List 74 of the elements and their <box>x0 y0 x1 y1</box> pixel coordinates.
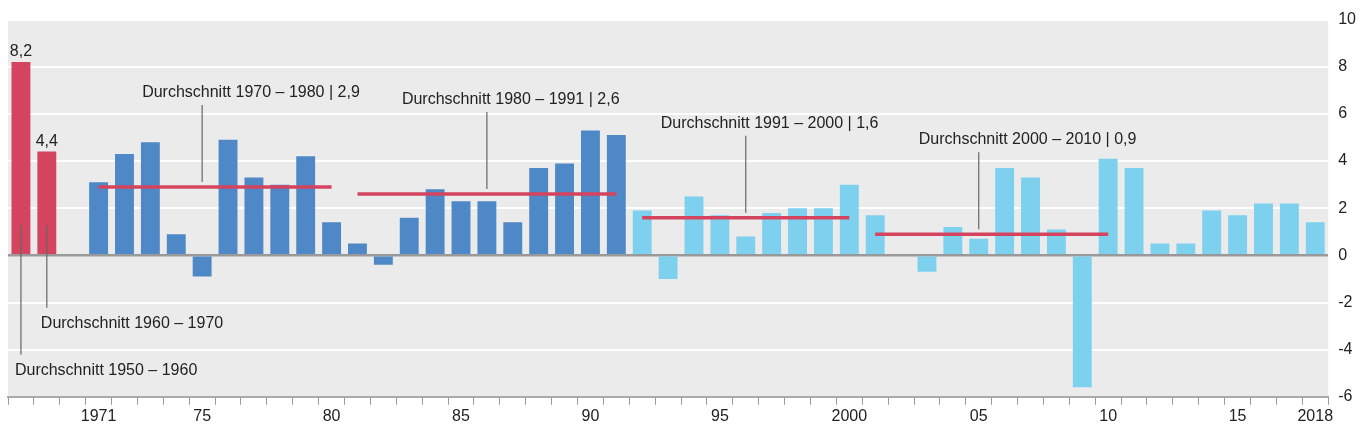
bar <box>399 217 419 255</box>
bar <box>1124 168 1144 255</box>
bar <box>762 212 782 255</box>
bar <box>865 215 885 255</box>
bar <box>917 256 937 272</box>
bar <box>115 153 134 255</box>
bar <box>425 189 445 255</box>
bar <box>632 210 652 255</box>
bar <box>166 234 186 255</box>
bar <box>658 256 678 279</box>
bar <box>1098 158 1118 255</box>
bar <box>322 222 342 255</box>
x-tick-label: 10 <box>1099 406 1118 424</box>
bar <box>348 243 367 255</box>
x-tick-label: 95 <box>710 406 729 424</box>
bar <box>1305 222 1325 255</box>
bar <box>477 201 497 255</box>
bar <box>503 222 523 255</box>
x-tick-label: 80 <box>322 406 341 424</box>
y-tick-label: 8 <box>1338 57 1348 75</box>
y-tick-label: 6 <box>1338 104 1348 122</box>
x-tick-label: 2000 <box>831 406 868 424</box>
bar <box>1072 256 1092 388</box>
bar <box>580 130 600 255</box>
bar <box>244 177 264 255</box>
annotation: Durchschnitt 1991 – 2000 | 1,6 <box>660 113 879 131</box>
bar <box>140 142 160 255</box>
y-tick-label: -2 <box>1338 292 1353 310</box>
bar <box>995 168 1015 255</box>
bar <box>1150 243 1170 255</box>
y-tick-label: -4 <box>1338 340 1353 358</box>
x-tick-label: 90 <box>581 406 600 424</box>
bar <box>813 208 833 255</box>
bar <box>684 196 704 255</box>
bar <box>736 236 756 255</box>
bar <box>192 256 212 277</box>
x-tick-label: 85 <box>452 406 471 424</box>
annotation: Durchschnitt 1950 – 1960 <box>14 360 198 378</box>
bar <box>373 256 393 265</box>
bar <box>1021 177 1040 255</box>
bar <box>555 163 575 255</box>
bar <box>839 184 859 255</box>
bar <box>529 168 549 255</box>
bar <box>37 151 57 255</box>
annotation: Durchschnitt 2000 – 2010 | 0,9 <box>918 130 1137 148</box>
x-tick-label: 05 <box>969 406 988 424</box>
data-label: 4,4 <box>35 131 59 149</box>
bar <box>218 139 238 255</box>
bar <box>710 215 730 255</box>
bar <box>969 238 989 255</box>
bar <box>11 62 31 255</box>
bar <box>1202 210 1222 255</box>
y-tick-label: 4 <box>1338 151 1348 169</box>
bar <box>788 208 807 255</box>
y-tick-label: -6 <box>1338 387 1353 405</box>
bar <box>1254 203 1273 255</box>
y-tick-label: 2 <box>1338 198 1348 216</box>
bar <box>1228 215 1248 255</box>
data-label: 8,2 <box>9 42 33 60</box>
bar <box>606 135 626 255</box>
x-tick-label: 15 <box>1228 406 1247 424</box>
bar <box>89 182 109 255</box>
bar <box>1176 243 1196 255</box>
annotation: Durchschnitt 1960 – 1970 <box>40 313 224 331</box>
y-tick-label: 0 <box>1338 245 1348 263</box>
bar <box>1279 203 1299 255</box>
x-tick-label: 1971 <box>80 406 117 424</box>
bar <box>296 156 316 255</box>
x-tick-label: 75 <box>193 406 212 424</box>
x-tick-label: 2018 <box>1297 406 1334 424</box>
bar <box>451 201 471 255</box>
annotation: Durchschnitt 1980 – 1991 | 2,6 <box>401 90 620 108</box>
annotation: Durchschnitt 1970 – 1980 | 2,9 <box>142 82 360 100</box>
y-tick-label: 10 <box>1338 10 1357 28</box>
